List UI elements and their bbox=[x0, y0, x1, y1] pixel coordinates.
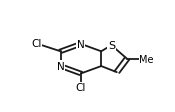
Text: Cl: Cl bbox=[76, 83, 86, 93]
Text: Me: Me bbox=[139, 54, 154, 64]
Text: N: N bbox=[57, 61, 64, 71]
Text: S: S bbox=[108, 41, 115, 51]
Text: N: N bbox=[77, 40, 85, 49]
Text: Cl: Cl bbox=[31, 39, 42, 49]
